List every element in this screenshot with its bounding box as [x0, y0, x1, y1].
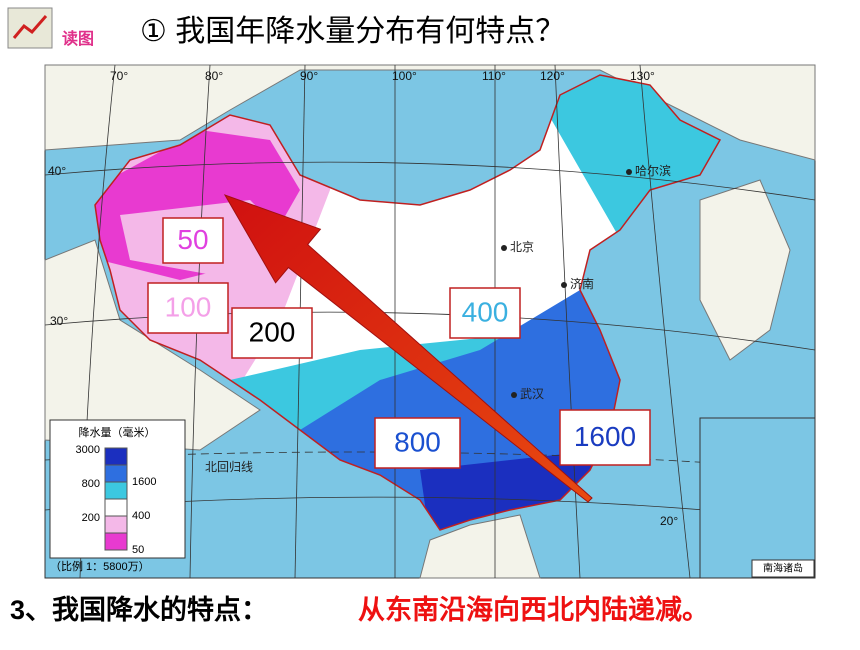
legend-label: 50	[132, 544, 144, 556]
legend-label: 400	[132, 510, 150, 522]
legend-label: 800	[82, 478, 100, 490]
inset-label: 南海诸岛	[763, 562, 803, 575]
trend-arrow	[223, 194, 593, 503]
longitude-label: 120°	[540, 69, 565, 83]
neighbour-land	[44, 64, 816, 579]
china-border	[94, 74, 722, 531]
longitude-label: 90°	[300, 69, 318, 83]
longitude-label: 110°	[482, 69, 506, 83]
value-box	[559, 409, 651, 466]
legend-swatch	[104, 532, 128, 551]
legend-title: 降水量（毫米）	[79, 425, 156, 439]
slide-title: ① 我国年降水量分布有何特点？	[140, 15, 565, 48]
city-dot	[511, 392, 517, 398]
region-value-boxes: 50 100 200 400 800 1600	[147, 217, 651, 469]
icon-label: 读图	[62, 29, 94, 48]
tropic-label: 北回归线	[205, 460, 253, 474]
city-dot	[561, 282, 567, 288]
footer-lead: 3、我国降水的特点：	[10, 594, 268, 625]
legend-swatch	[104, 515, 128, 534]
value-box	[162, 217, 224, 264]
inset-label-box	[751, 559, 815, 578]
footer-conclusion: 从东南沿海向西北内陆递减。	[358, 594, 709, 625]
legend-swatch	[104, 464, 128, 483]
value-label: 1600	[574, 421, 636, 452]
legend-swatch	[104, 481, 128, 500]
city-dot	[626, 169, 632, 175]
city-dot	[501, 245, 507, 251]
legend-label: 3000	[76, 444, 100, 456]
legend-swatch	[104, 447, 128, 466]
legend-items: 3000 1600 800 400 200 50	[76, 444, 157, 556]
city-label: 济南	[570, 276, 594, 291]
icon-board	[7, 7, 53, 49]
read-map-icon: 读图	[7, 7, 94, 49]
city-label: 哈尔滨	[635, 163, 671, 178]
latitude-label: 30°	[50, 314, 68, 328]
value-label: 800	[394, 426, 441, 457]
inset-frame	[699, 417, 816, 579]
value-label: 200	[249, 316, 296, 347]
icon-line	[12, 15, 48, 39]
value-label: 400	[462, 296, 509, 327]
city-label: 北京	[510, 240, 534, 254]
legend-swatch	[104, 498, 128, 517]
city-label: 武汉	[520, 387, 544, 401]
value-box	[449, 287, 521, 339]
legend-label: 200	[82, 512, 100, 524]
graticule-labels: 70° 80° 90° 100° 110° 120° 130° 40° 30° 20°	[48, 69, 678, 528]
latitude-label: 20°	[660, 514, 678, 528]
longitude-label: 80°	[205, 69, 223, 83]
map-scale: （比例 1：5800万）	[50, 559, 150, 573]
zone-3000	[420, 450, 620, 530]
longitude-label: 100°	[392, 69, 417, 83]
longitude-label: 70°	[110, 69, 128, 83]
value-label: 100	[165, 291, 212, 322]
value-box	[231, 307, 313, 359]
value-box	[374, 417, 461, 469]
longitude-label: 130°	[630, 69, 655, 83]
latitude-label: 40°	[48, 164, 66, 178]
value-box	[147, 282, 229, 334]
value-label: 50	[177, 224, 208, 255]
legend-label: 1600	[132, 476, 156, 488]
